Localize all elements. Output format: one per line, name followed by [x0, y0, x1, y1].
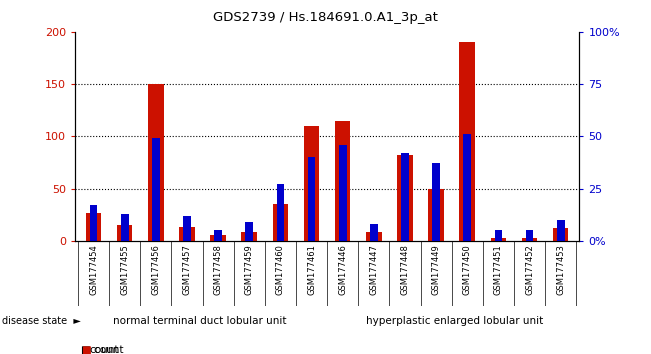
Bar	[90, 205, 98, 241]
Bar	[432, 164, 440, 241]
Bar	[525, 230, 533, 241]
Bar	[464, 134, 471, 241]
Bar	[273, 204, 288, 241]
Text: disease state  ►: disease state ►	[2, 316, 81, 326]
Bar	[491, 238, 506, 241]
Bar	[148, 84, 163, 241]
Text: count: count	[89, 346, 118, 354]
Bar	[428, 188, 444, 241]
Bar	[183, 216, 191, 241]
Text: GSM177449: GSM177449	[432, 244, 441, 295]
Text: GSM177459: GSM177459	[245, 244, 254, 295]
Bar	[304, 126, 320, 241]
Bar	[370, 224, 378, 241]
Bar	[210, 235, 226, 241]
Text: GSM177448: GSM177448	[400, 244, 409, 295]
Bar	[335, 121, 350, 241]
Bar	[521, 238, 537, 241]
Text: ■: ■	[81, 346, 91, 354]
Text: GSM177460: GSM177460	[276, 244, 285, 295]
Text: ■ count: ■ count	[81, 346, 124, 354]
Bar	[152, 138, 159, 241]
Bar	[117, 225, 133, 241]
Text: GDS2739 / Hs.184691.0.A1_3p_at: GDS2739 / Hs.184691.0.A1_3p_at	[213, 11, 438, 24]
Bar	[121, 213, 129, 241]
Text: GSM177446: GSM177446	[339, 244, 347, 295]
Bar	[86, 212, 102, 241]
Bar	[366, 232, 381, 241]
Text: GSM177458: GSM177458	[214, 244, 223, 295]
Bar	[179, 227, 195, 241]
Text: GSM177455: GSM177455	[120, 244, 129, 295]
Bar	[245, 222, 253, 241]
Text: GSM177461: GSM177461	[307, 244, 316, 295]
Bar	[308, 157, 316, 241]
Text: GSM177447: GSM177447	[369, 244, 378, 295]
Bar	[339, 145, 346, 241]
Bar	[242, 232, 257, 241]
Bar	[277, 184, 284, 241]
Bar	[214, 230, 222, 241]
Text: GSM177452: GSM177452	[525, 244, 534, 295]
Bar	[460, 42, 475, 241]
Text: GSM177450: GSM177450	[463, 244, 472, 295]
Text: GSM177456: GSM177456	[151, 244, 160, 295]
Text: hyperplastic enlarged lobular unit: hyperplastic enlarged lobular unit	[367, 316, 544, 326]
Bar	[553, 228, 568, 241]
Text: normal terminal duct lobular unit: normal terminal duct lobular unit	[113, 316, 286, 326]
Text: GSM177453: GSM177453	[556, 244, 565, 295]
Bar	[397, 155, 413, 241]
Text: GSM177457: GSM177457	[182, 244, 191, 295]
Bar	[401, 153, 409, 241]
Text: GSM177454: GSM177454	[89, 244, 98, 295]
Bar	[557, 220, 564, 241]
Bar	[495, 230, 503, 241]
Text: GSM177451: GSM177451	[494, 244, 503, 295]
